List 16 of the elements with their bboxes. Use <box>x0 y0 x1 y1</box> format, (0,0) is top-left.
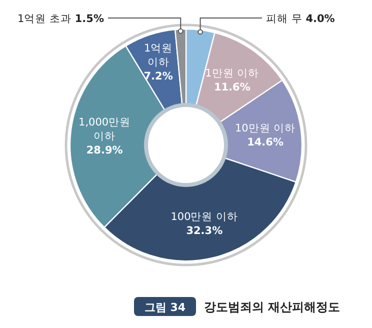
slice-label: 1억원 초과 <box>18 13 72 25</box>
slice-label: 1억원 이하 <box>144 42 173 68</box>
data-label: 11.6% <box>214 82 251 94</box>
slice-label: 피해 무 <box>266 13 302 25</box>
text: 강도범죄의 재산피해정도 <box>204 300 340 314</box>
data-label: 28.9% <box>86 144 124 156</box>
data-label: 4.0% <box>306 13 336 25</box>
data-label: 7.2% <box>144 70 174 82</box>
slice-label: 1만원 이하 <box>205 68 260 80</box>
caption: 그림 34 <box>144 301 186 314</box>
slice-label: 1,000만원 이하 <box>78 116 131 142</box>
slice-label: 10만원 이하 <box>234 122 296 134</box>
slice-label: 100만원 이하 <box>170 210 238 223</box>
data-label: 14.6% <box>247 136 284 148</box>
data-label: 1.5% <box>74 13 104 25</box>
data-label: 32.3% <box>186 224 224 237</box>
